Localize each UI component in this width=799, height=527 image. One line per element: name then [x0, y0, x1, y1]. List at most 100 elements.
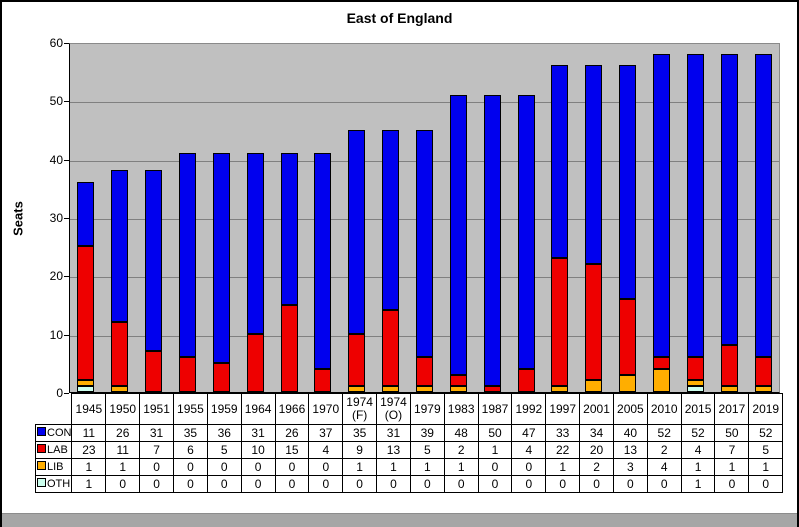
year-header-cell: 1983	[443, 393, 479, 425]
value-cell: 2	[443, 441, 479, 459]
bar-segment-OTH	[686, 386, 704, 392]
bar-2015	[686, 53, 704, 392]
value-cell: 2	[646, 441, 682, 459]
bar-1974-F-	[348, 129, 366, 392]
value-cell: 0	[376, 475, 411, 493]
bar-segment-OTH	[77, 386, 95, 392]
bar-1959	[212, 152, 230, 392]
y-tick-label-0: 0	[56, 386, 63, 400]
bar-segment-LIB	[111, 386, 129, 392]
bar-segment-CON	[179, 152, 196, 357]
bar-segment-CON	[653, 53, 670, 358]
bar-2005	[619, 65, 637, 392]
value-cell: 1	[71, 475, 107, 493]
bar-segment-CON	[754, 53, 772, 358]
legend-cell-LIB: LIB	[34, 458, 73, 476]
bar-segment-CON	[619, 65, 637, 299]
value-cell: 0	[274, 475, 310, 493]
value-cell: 0	[511, 475, 547, 493]
bar-segment-CON	[77, 182, 95, 247]
value-cell: 7	[714, 441, 750, 459]
y-tick-mark-40	[64, 159, 69, 161]
year-header-cell: 1992	[511, 393, 547, 425]
value-cell: 0	[477, 458, 513, 476]
bar-segment-CON	[686, 53, 704, 358]
legend-label-LAB: LAB	[47, 443, 68, 456]
value-cell: 0	[748, 475, 784, 493]
year-header-cell: 1997	[545, 393, 581, 425]
value-cell: 11	[71, 424, 107, 442]
value-cell: 0	[646, 475, 682, 493]
bar-segment-LIB	[551, 386, 569, 392]
year-header-cell: 1979	[409, 393, 445, 425]
bar-segment-LIB	[449, 386, 467, 392]
value-cell: 1	[680, 475, 716, 493]
value-cell: 23	[71, 441, 107, 459]
bar-1974-O-	[382, 129, 400, 392]
value-cell: 13	[376, 441, 411, 459]
legend-swatch-LIB	[37, 461, 46, 471]
legend-label-OTH: OTH	[47, 477, 71, 490]
value-cell: 0	[579, 475, 614, 493]
year-header-cell: 1987	[477, 393, 513, 425]
bar-segment-LAB	[212, 362, 230, 392]
value-cell: 1	[443, 458, 479, 476]
value-cell: 0	[714, 475, 750, 493]
legend-swatch-LAB	[37, 444, 46, 454]
bar-segment-LIB	[416, 386, 433, 392]
bar-segment-LAB	[754, 357, 772, 387]
value-cell: 0	[342, 475, 378, 493]
value-cell: 40	[612, 424, 648, 442]
bar-1992	[517, 94, 535, 392]
table-row-CON: CON 11 26 31 35 36 31 26 37 35 31 39 48 50 47 33 34 40 52 5…	[34, 424, 784, 442]
bar-segment-CON	[483, 94, 501, 387]
year-header-cell: 2001	[579, 393, 614, 425]
value-cell: 15	[274, 441, 310, 459]
value-cell: 52	[646, 424, 682, 442]
bar-segment-LIB	[653, 368, 670, 392]
value-cell: 1	[409, 458, 445, 476]
value-cell: 52	[748, 424, 784, 442]
bar-segment-LIB	[754, 386, 772, 392]
bar-segment-CON	[314, 152, 332, 369]
year-header-cell: 2019	[748, 393, 784, 425]
bar-segment-LAB	[585, 263, 603, 381]
bar-1979	[416, 129, 433, 392]
value-cell: 11	[105, 441, 141, 459]
bar-1955	[179, 152, 196, 392]
value-cell: 0	[477, 475, 513, 493]
y-tick-label-10: 10	[49, 327, 63, 342]
bar-segment-CON	[348, 129, 366, 334]
year-header-cell: 2015	[680, 393, 716, 425]
value-cell: 1	[545, 458, 581, 476]
bar-segment-LAB	[449, 374, 467, 387]
bar-2010	[653, 53, 670, 392]
value-cell: 0	[206, 458, 242, 476]
value-cell: 7	[139, 441, 174, 459]
bar-2019	[754, 53, 772, 392]
value-cell: 0	[443, 475, 479, 493]
value-cell: 0	[206, 475, 242, 493]
value-cell: 1	[748, 458, 784, 476]
value-cell: 9	[342, 441, 378, 459]
table-row-LIB: LIB 1 1 0 0 0 0 0 0 1 1 1 1 0 0 1 2 3 4 1 1 1	[34, 458, 784, 476]
chart-title: East of England	[346, 10, 453, 26]
bar-1951	[145, 170, 163, 392]
value-cell: 0	[308, 458, 344, 476]
bar-segment-LAB	[517, 368, 535, 392]
bar-1966	[280, 152, 298, 392]
value-cell: 48	[443, 424, 479, 442]
value-cell: 50	[477, 424, 513, 442]
bar-segment-CON	[517, 94, 535, 369]
bar-segment-LAB	[111, 322, 129, 387]
y-tick-mark-60	[64, 43, 69, 44]
bar-segment-LAB	[551, 257, 569, 387]
bar-segment-CON	[551, 65, 569, 258]
value-cell: 31	[139, 424, 174, 442]
data-table: 1945 1950 1951 1955 1959 1964 1966 1970 1974 (F)…	[34, 393, 784, 493]
value-cell: 4	[511, 441, 547, 459]
legend-swatch-CON	[37, 427, 46, 437]
bar-1987	[483, 94, 501, 392]
year-header-cell: 1966	[274, 393, 310, 425]
year-header-cell: 1974 (O)	[376, 393, 411, 425]
